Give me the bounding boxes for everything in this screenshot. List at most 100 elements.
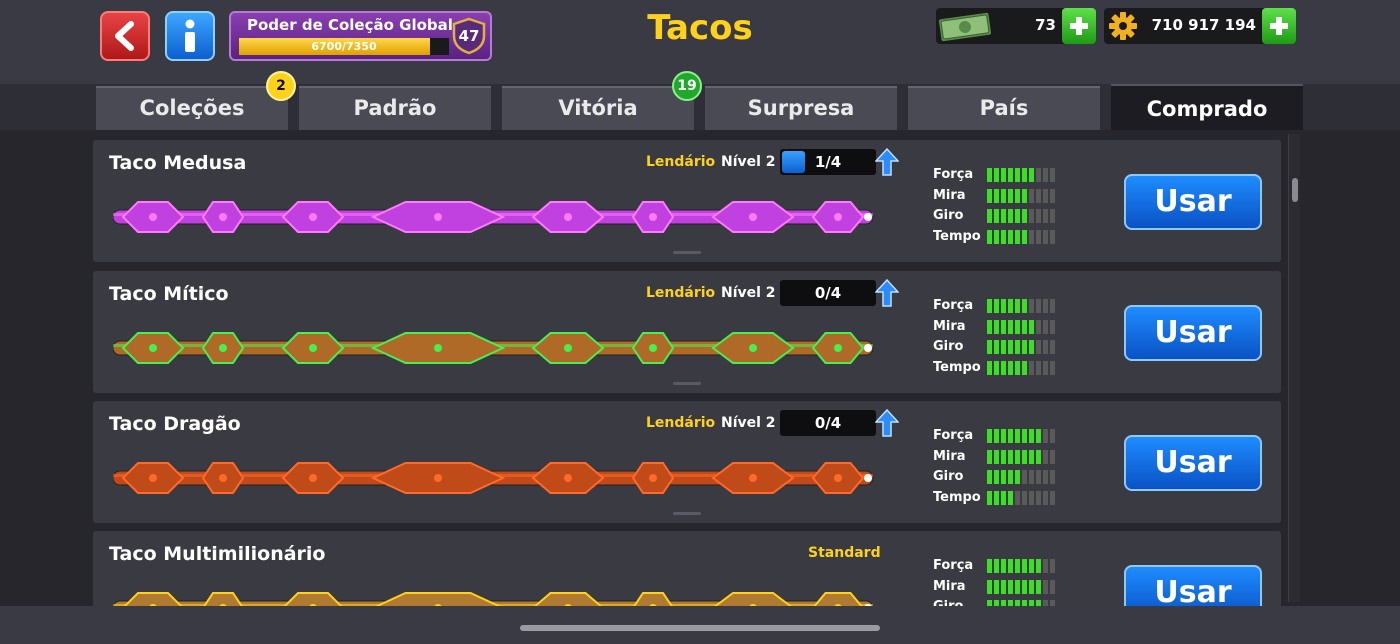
tab-comprado[interactable]: Comprado — [1111, 84, 1303, 132]
add-cash-button[interactable] — [1062, 8, 1096, 44]
stat-segment — [1001, 299, 1006, 313]
stat-segment — [1050, 559, 1055, 573]
upgrade-arrow-icon[interactable] — [875, 148, 899, 176]
stat-segment — [1001, 188, 1006, 203]
stat-segment — [1015, 168, 1020, 182]
coin-value: 710 917 194 — [1151, 16, 1256, 34]
stat-label: Mira — [933, 448, 966, 464]
cue-rarity: Lendário — [646, 285, 716, 301]
stat-segment — [1022, 579, 1027, 594]
stat-segment — [994, 579, 999, 594]
card-expand-handle[interactable] — [673, 512, 701, 515]
stat-segment — [1022, 470, 1027, 484]
stat-bar — [987, 559, 1055, 573]
cue-card[interactable]: Taco Dragão Lendário Nível 2 0/4 Força Mira Gi… — [93, 401, 1281, 523]
stat-segment — [987, 360, 992, 375]
cue-list[interactable]: Taco Medusa Lendário Nível 2 1/4 Força Mira Gi… — [0, 130, 1400, 606]
stat-segment — [1022, 490, 1027, 505]
stat-segment — [1043, 229, 1048, 244]
use-cue-button[interactable]: Usar — [1124, 565, 1262, 606]
stat-segment — [1036, 449, 1041, 464]
stat-segment — [1050, 429, 1055, 443]
stat-bar — [987, 429, 1055, 443]
stat-segment — [1050, 319, 1055, 334]
home-indicator[interactable] — [520, 625, 880, 631]
stat-segment — [1015, 470, 1020, 484]
tab-vitoria[interactable]: Vitória — [502, 86, 694, 130]
stat-segment — [1036, 470, 1041, 484]
stat-segment — [987, 340, 992, 354]
tab-surpresa[interactable]: Surpresa — [705, 86, 897, 130]
use-cue-button[interactable]: Usar — [1124, 435, 1262, 491]
stat-segment — [1036, 319, 1041, 334]
global-collection-power[interactable]: Poder de Coleção Global 6700/7350 47 — [229, 11, 492, 61]
coin-balance: 710 917 194 — [1104, 8, 1296, 44]
stat-segment — [994, 209, 999, 223]
upgrade-arrow-icon[interactable] — [875, 409, 899, 437]
stat-segment — [994, 490, 999, 505]
stat-segment — [1022, 600, 1027, 606]
tab-padrao[interactable]: Padrão — [299, 86, 491, 130]
coin-gear-icon — [1109, 12, 1137, 40]
stat-segment — [1008, 449, 1013, 464]
cue-level: Nível 2 — [721, 154, 776, 170]
collection-title: Poder de Coleção Global — [247, 16, 453, 34]
cue-upgrade-progress-text: 1/4 — [814, 153, 842, 171]
stat-label: Tempo — [933, 489, 981, 505]
stat-label: Força — [933, 558, 974, 573]
stat-segment — [1043, 319, 1048, 334]
card-expand-handle[interactable] — [673, 382, 701, 385]
stat-segment — [1008, 319, 1013, 334]
stat-segment — [1029, 229, 1034, 244]
use-cue-button[interactable]: Usar — [1124, 305, 1262, 361]
stat-segment — [1008, 209, 1013, 223]
stat-segment — [1050, 229, 1055, 244]
stat-segment — [1008, 490, 1013, 505]
stat-segment — [1022, 559, 1027, 573]
stat-segment — [1043, 188, 1048, 203]
stat-bar — [987, 319, 1055, 334]
stat-bar — [987, 229, 1055, 244]
stat-segment — [1043, 299, 1048, 313]
stat-segment — [1036, 168, 1041, 182]
back-button[interactable] — [100, 11, 150, 61]
scrollbar-thumb[interactable] — [1292, 178, 1298, 202]
scrollbar[interactable] — [1288, 134, 1300, 602]
stat-label: Força — [933, 428, 974, 443]
stat-segment — [1043, 168, 1048, 182]
cue-name: Taco Multimilionário — [109, 543, 326, 565]
stat-segment — [1008, 579, 1013, 594]
cue-card[interactable]: Taco Medusa Lendário Nível 2 1/4 Força Mira Gi… — [93, 140, 1281, 262]
stat-segment — [1029, 579, 1034, 594]
upgrade-arrow-icon[interactable] — [875, 279, 899, 307]
collection-progress-text: 6700/7350 — [311, 40, 377, 53]
cue-card[interactable]: Taco Mítico Lendário Nível 2 0/4 Força Mira Gi… — [93, 271, 1281, 393]
stat-segment — [1022, 168, 1027, 182]
stat-segment — [1043, 209, 1048, 223]
stat-segment — [1043, 429, 1048, 443]
stat-segment — [1015, 209, 1020, 223]
cue-name: Taco Medusa — [109, 152, 247, 174]
cue-card[interactable]: Taco Multimilionário Standard Força Mira Gir… — [93, 531, 1281, 606]
tab-colecoes[interactable]: Coleções — [96, 86, 288, 130]
stat-segment — [1050, 470, 1055, 484]
stat-label: Giro — [933, 469, 964, 484]
use-cue-button[interactable]: Usar — [1124, 174, 1262, 230]
add-coins-button[interactable] — [1262, 8, 1296, 44]
info-button[interactable] — [165, 11, 215, 61]
cue-level: Nível 2 — [721, 285, 776, 301]
stat-bar — [987, 490, 1055, 505]
stat-segment — [1029, 360, 1034, 375]
stat-segment — [1036, 559, 1041, 573]
stat-segment — [1029, 470, 1034, 484]
stat-segment — [1015, 579, 1020, 594]
card-expand-handle[interactable] — [673, 251, 701, 254]
stat-segment — [1015, 229, 1020, 244]
stat-segment — [1015, 319, 1020, 334]
stat-segment — [987, 490, 992, 505]
stat-segment — [1001, 559, 1006, 573]
tab-pais[interactable]: País — [908, 86, 1100, 130]
collection-level-badge: 47 — [451, 17, 487, 55]
stat-segment — [1050, 360, 1055, 375]
stat-segment — [1050, 299, 1055, 313]
